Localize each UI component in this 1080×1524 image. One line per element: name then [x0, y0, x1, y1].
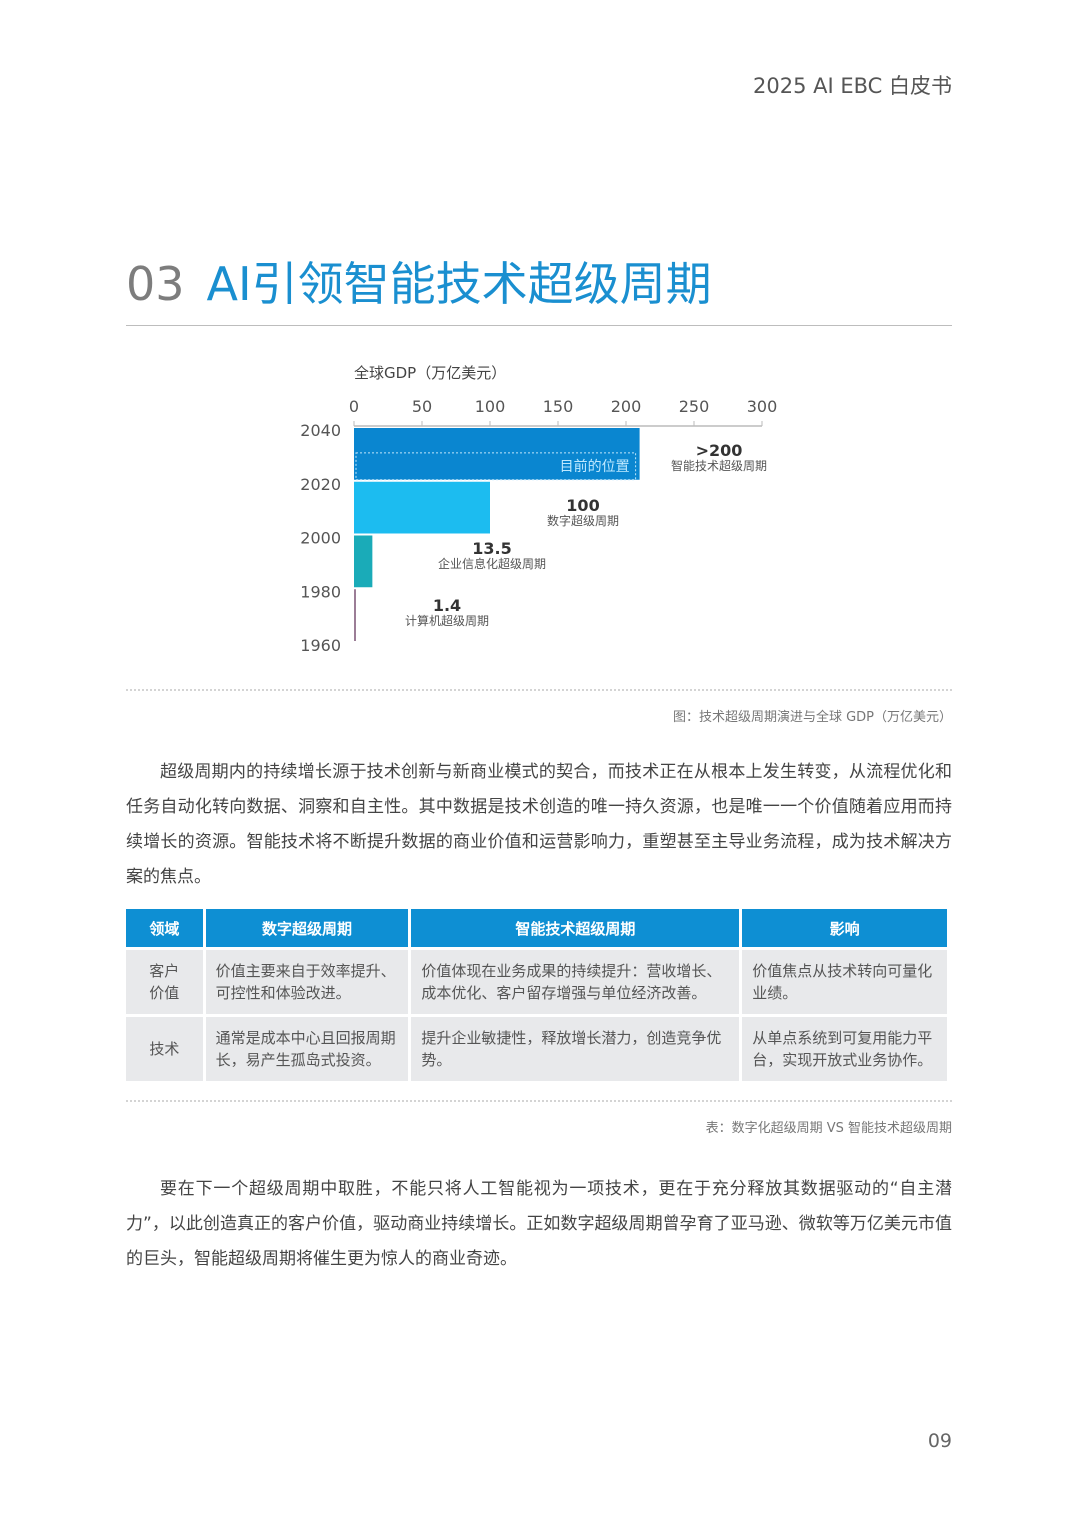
- bar-value-label: 13.5: [472, 539, 511, 558]
- table-header-row: 领域 数字超级周期 智能技术超级周期 影响: [126, 909, 947, 947]
- y-tick-label: 2040: [300, 421, 341, 440]
- y-tick-label: 2020: [300, 475, 341, 494]
- bar: [354, 535, 373, 588]
- table-cell: 价值焦点从技术转向可量化业绩。: [742, 950, 947, 1014]
- y-tick-label: 2000: [300, 529, 341, 548]
- x-axis-label: 全球GDP（万亿美元）: [354, 364, 506, 382]
- bar-series-label: 数字超级周期: [547, 513, 619, 528]
- table-header: 领域: [126, 909, 203, 947]
- bar-value-label: 100: [566, 496, 599, 515]
- x-tick-label: 0: [349, 397, 359, 416]
- row-label: 客户价值: [149, 962, 180, 1002]
- gdp-supercycle-chart: 全球GDP（万亿美元） 0 50 100 150 200 250 300 2040 2020 200…: [300, 364, 778, 655]
- current-position-box: [355, 452, 637, 481]
- bar: [354, 428, 640, 480]
- x-tick-label: 50: [412, 397, 432, 416]
- figure-caption: 图：技术超级周期演进与全球 GDP（万亿美元）: [672, 710, 952, 725]
- paragraph-1: 超级周期内的持续增长源于技术创新与新商业模式的契合，而技术正在从根本上发生转变，…: [126, 762, 952, 887]
- section-number: 03: [126, 257, 185, 311]
- figure-divider: [126, 689, 952, 691]
- section-title: 03 AI引领智能技术超级周期: [126, 248, 712, 314]
- table-caption: 表：数字化超级周期 VS 智能技术超级周期: [705, 1121, 952, 1136]
- table-cell: 价值体现在业务成果的持续提升：营收增长、成本优化、客户留存增强与单位经济改善。: [411, 950, 740, 1014]
- table-divider: [126, 1100, 952, 1102]
- bar-series-label: 企业信息化超级周期: [438, 556, 546, 571]
- y-tick-label: 1980: [300, 582, 341, 601]
- table-cell: 客户价值: [126, 950, 203, 1014]
- x-tick-label: 300: [747, 397, 778, 416]
- table-cell: 从单点系统到可复用能力平台，实现开放式业务协作。: [742, 1017, 947, 1081]
- x-tick-label: 250: [679, 397, 710, 416]
- table-row: 客户价值 价值主要来自于效率提升、可控性和体验改进。 价值体现在业务成果的持续提…: [126, 950, 947, 1014]
- table-cell: 提升企业敏捷性，释放增长潜力，创造竞争优势。: [411, 1017, 740, 1081]
- bar: [354, 481, 490, 534]
- document-header: 2025 AI EBC 白皮书: [753, 74, 952, 98]
- section-title-text: AI引领智能技术超级周期: [206, 257, 712, 311]
- table-header: 智能技术超级周期: [411, 909, 740, 947]
- table-cell: 技术: [126, 1017, 203, 1081]
- x-tick-label: 100: [475, 397, 506, 416]
- table-cell: 通常是成本中心且回报周期长，易产生孤岛式投资。: [205, 1017, 409, 1081]
- table-header: 影响: [742, 909, 947, 947]
- table-row: 技术 通常是成本中心且回报周期长，易产生孤岛式投资。 提升企业敏捷性，释放增长潜…: [126, 1017, 947, 1081]
- bar-series-label: 计算机超级周期: [405, 613, 489, 628]
- y-tick-label: 1960: [300, 636, 341, 655]
- x-tick-label: 150: [543, 397, 574, 416]
- bar: [354, 589, 356, 641]
- current-position-label: 目前的位置: [560, 458, 630, 475]
- bar-series-label: 智能技术超级周期: [671, 458, 767, 473]
- comparison-table: 领域 数字超级周期 智能技术超级周期 影响 客户价值 价值主要来自于效率提升、可…: [123, 906, 950, 1084]
- x-tick-label: 200: [611, 397, 642, 416]
- paragraph-2: 要在下一个超级周期中取胜，不能只将人工智能视为一项技术，更在于充分释放其数据驱动…: [126, 1179, 952, 1269]
- title-divider: [126, 325, 952, 326]
- table-cell: 价值主要来自于效率提升、可控性和体验改进。: [205, 950, 409, 1014]
- page-number: 09: [927, 1430, 952, 1452]
- bar-value-label: >200: [696, 441, 743, 460]
- table-header: 数字超级周期: [205, 909, 409, 947]
- bar-value-label: 1.4: [433, 596, 461, 615]
